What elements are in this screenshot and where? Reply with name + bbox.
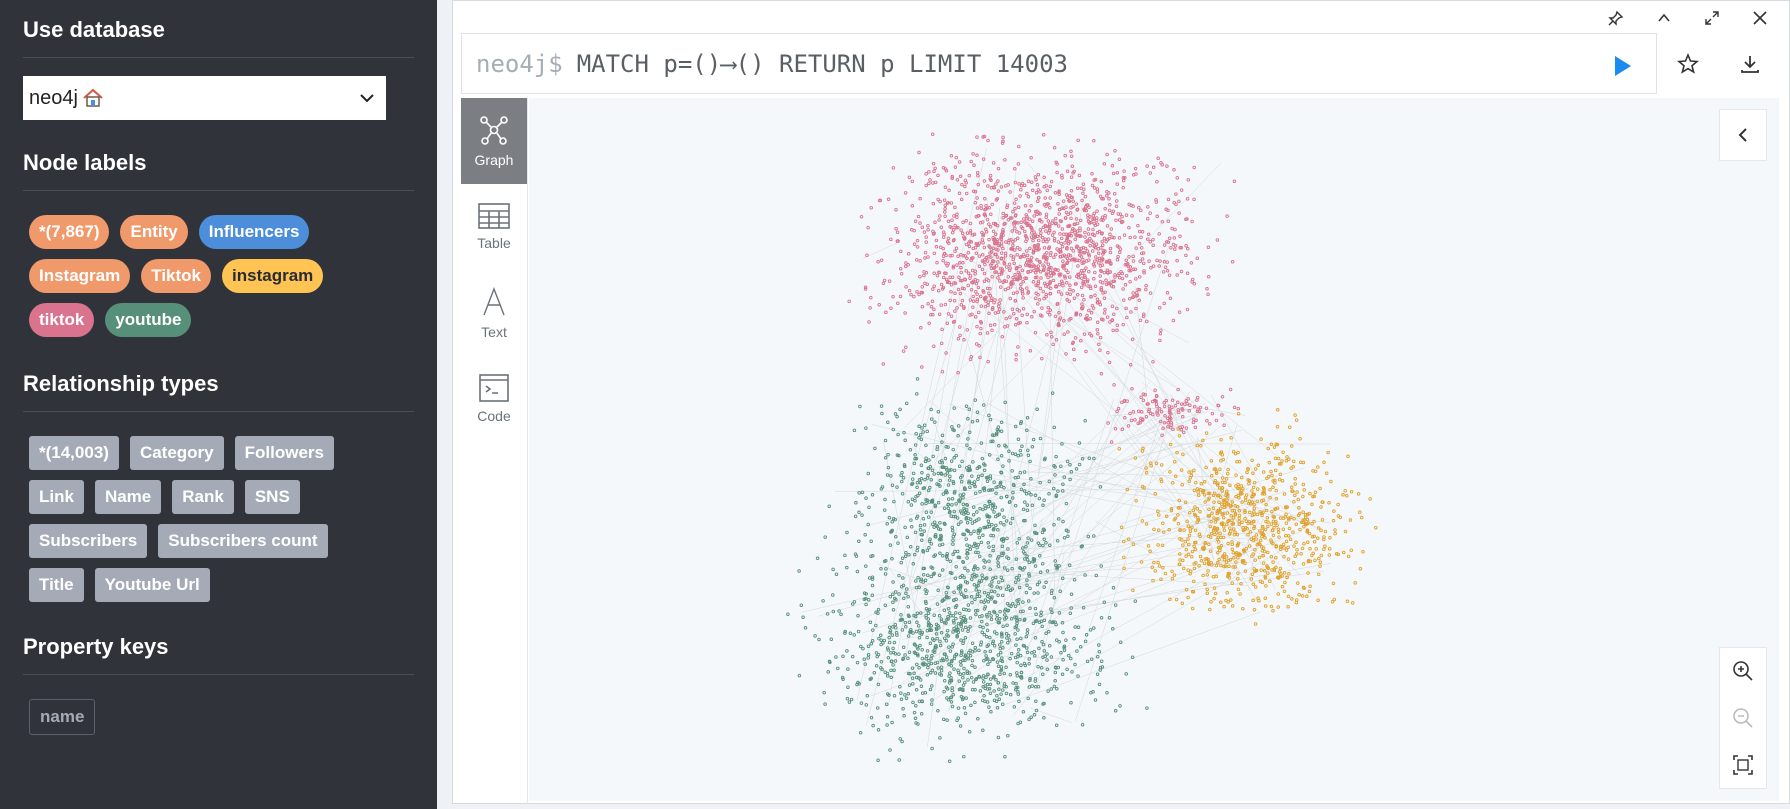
- node-label-tag[interactable]: instagram: [222, 259, 324, 293]
- node-label-tag[interactable]: Tiktok: [141, 259, 212, 293]
- node-labels-heading: Node labels: [23, 150, 414, 191]
- graph-visualization[interactable]: [529, 98, 1779, 801]
- star-icon[interactable]: [1675, 51, 1701, 77]
- tab-text[interactable]: Text: [461, 270, 527, 356]
- use-database-heading: Use database: [23, 0, 414, 58]
- result-frame: neo4j$ MATCH p=()⟶() RETURN p LIMIT 1400…: [452, 0, 1790, 804]
- database-select[interactable]: neo4j: [23, 76, 386, 120]
- editor-query[interactable]: MATCH p=()⟶() RETURN p LIMIT 14003: [576, 49, 1068, 78]
- relationship-type-tag[interactable]: Subscribers: [29, 524, 148, 558]
- zoom-controls: [1719, 647, 1767, 789]
- node-label-tag[interactable]: *(7,867): [29, 215, 110, 249]
- relationship-type-tag[interactable]: *(14,003): [29, 436, 119, 470]
- graph-canvas[interactable]: [529, 98, 1779, 801]
- node-cluster-youtube[interactable]: [786, 525, 1149, 764]
- node-labels-list: *(7,867) Entity Influencers Instagram Tiktok…: [23, 191, 389, 337]
- tab-table[interactable]: Table: [461, 184, 527, 270]
- tab-code[interactable]: Code: [461, 356, 527, 442]
- relationship-types-list: *(14,003) Category Followers Link Name Rank SN…: [23, 412, 389, 602]
- zoom-in-icon[interactable]: [1730, 658, 1756, 684]
- node-label-tag[interactable]: tiktok: [29, 303, 95, 337]
- code-icon: [479, 374, 509, 402]
- relationship-types-heading: Relationship types: [23, 371, 414, 412]
- play-icon[interactable]: [1609, 53, 1635, 79]
- node-cluster-instagram[interactable]: [1117, 408, 1378, 626]
- tab-graph[interactable]: Graph: [461, 98, 527, 184]
- pin-icon[interactable]: [1605, 7, 1627, 29]
- tab-text-label: Text: [481, 324, 507, 340]
- relationship-type-tag[interactable]: SNS: [244, 480, 300, 514]
- property-keys-list: name: [23, 675, 389, 735]
- relationship-type-tag[interactable]: Followers: [234, 436, 334, 470]
- relationship-type-tag[interactable]: Title: [29, 568, 84, 602]
- query-editor[interactable]: neo4j$ MATCH p=()⟶() RETURN p LIMIT 1400…: [461, 33, 1657, 94]
- frame-window-controls: [1605, 7, 1771, 29]
- fit-to-screen-icon[interactable]: [1730, 752, 1756, 778]
- node-label-tag[interactable]: youtube: [105, 303, 192, 337]
- property-keys-section: Property keys name: [23, 634, 414, 735]
- zoom-out-icon[interactable]: [1730, 705, 1756, 731]
- graph-icon: [480, 116, 508, 145]
- collapse-up-icon[interactable]: [1653, 7, 1675, 29]
- chevron-left-icon[interactable]: [1719, 109, 1767, 161]
- download-icon[interactable]: [1737, 51, 1763, 77]
- node-label-tag[interactable]: Influencers: [198, 215, 310, 249]
- node-cluster-youtube[interactable]: [823, 377, 1103, 636]
- node-labels-section: Node labels *(7,867) Entity Influencers Ins…: [23, 150, 414, 337]
- database-select-value: neo4j: [29, 86, 78, 109]
- chevron-down-icon: [358, 89, 376, 107]
- fullscreen-icon[interactable]: [1701, 7, 1723, 29]
- relationship-type-tag[interactable]: Category: [129, 436, 224, 470]
- relationship-type-tag[interactable]: Subscribers count: [158, 524, 328, 558]
- relationship-type-tag[interactable]: Youtube Url: [94, 568, 210, 602]
- sidebar: Use database neo4j Node labels *(7,867) E…: [0, 0, 437, 809]
- close-icon[interactable]: [1749, 7, 1771, 29]
- relationship-types-section: Relationship types *(14,003) Category Foll…: [23, 371, 414, 602]
- table-icon: [478, 203, 510, 229]
- node-label-tag[interactable]: Entity: [120, 215, 188, 249]
- relationship-type-tag[interactable]: Link: [29, 480, 84, 514]
- relationship-type-tag[interactable]: Name: [94, 480, 162, 514]
- text-icon: [483, 287, 505, 316]
- property-keys-heading: Property keys: [23, 634, 414, 675]
- property-key-tag[interactable]: name: [29, 699, 96, 735]
- node-cluster-tiktok[interactable]: [847, 132, 1237, 376]
- node-cluster-tiktok[interactable]: [1106, 383, 1241, 444]
- editor-prompt: neo4j$: [476, 49, 563, 78]
- house-icon: [82, 87, 104, 109]
- node-label-tag[interactable]: Instagram: [29, 259, 131, 293]
- tab-code-label: Code: [477, 408, 511, 424]
- view-tabs: Graph Table Text Code: [461, 98, 528, 803]
- relationship-type-tag[interactable]: Rank: [172, 480, 234, 514]
- tab-graph-label: Graph: [474, 152, 514, 168]
- tab-table-label: Table: [477, 235, 511, 251]
